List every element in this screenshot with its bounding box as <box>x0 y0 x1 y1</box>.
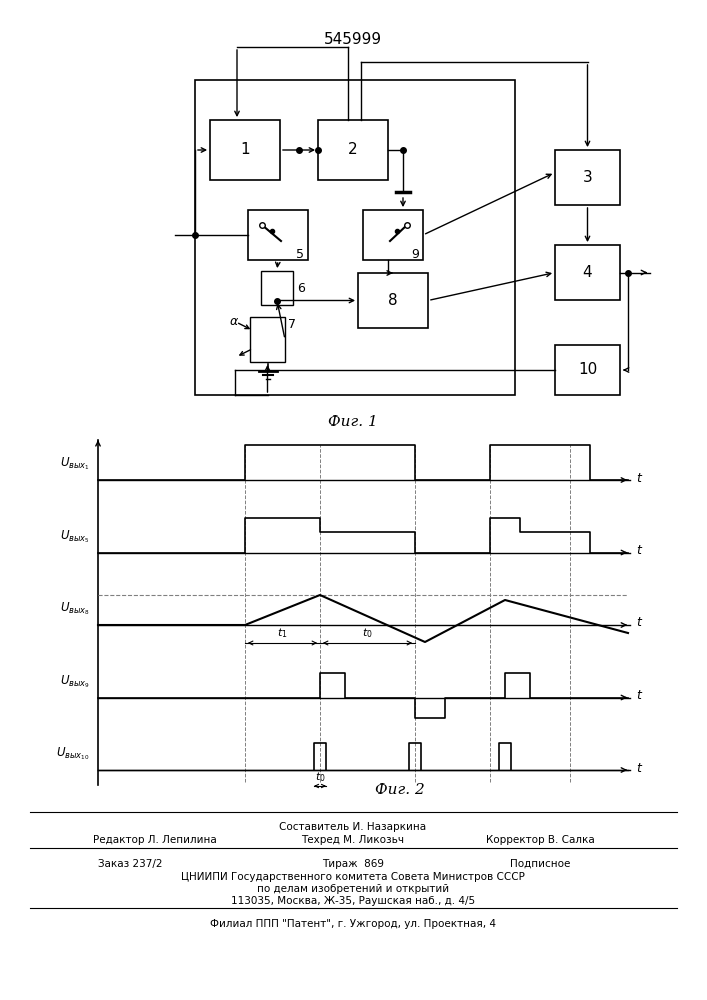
Text: 2: 2 <box>348 142 358 157</box>
Text: 1: 1 <box>240 142 250 157</box>
Text: Тираж  869: Тираж 869 <box>322 859 384 869</box>
Bar <box>195 80 515 395</box>
Text: $t_0$: $t_0$ <box>362 626 373 640</box>
Bar <box>248 210 308 260</box>
Text: Подписное: Подписное <box>510 859 570 869</box>
Text: по делам изобретений и открытий: по делам изобретений и открытий <box>257 884 449 894</box>
Bar <box>250 317 285 362</box>
Text: 4: 4 <box>583 265 592 280</box>
Text: α: α <box>230 315 238 328</box>
Text: Составитель И. Назаркина: Составитель И. Назаркина <box>279 822 426 832</box>
Text: $U_{\mathit{вых}_5}$: $U_{\mathit{вых}_5}$ <box>60 528 90 544</box>
Text: $t_0$: $t_0$ <box>315 770 325 784</box>
Bar <box>555 245 620 300</box>
Text: 6: 6 <box>297 282 305 294</box>
Text: Филиал ППП "Патент", г. Ужгород, ул. Проектная, 4: Филиал ППП "Патент", г. Ужгород, ул. Про… <box>210 919 496 929</box>
Text: 3: 3 <box>583 170 592 185</box>
Text: Фиг. 1: Фиг. 1 <box>328 415 378 429</box>
Text: 7: 7 <box>288 318 296 332</box>
Text: t: t <box>636 689 641 702</box>
Text: Корректор В. Салка: Корректор В. Салка <box>486 835 595 845</box>
Bar <box>318 120 388 180</box>
Text: t: t <box>636 762 641 774</box>
Bar <box>555 150 620 205</box>
Bar <box>555 345 620 395</box>
Text: 10: 10 <box>578 362 597 377</box>
Text: 9: 9 <box>411 247 419 260</box>
Text: Фиг. 2: Фиг. 2 <box>375 783 425 797</box>
Text: 8: 8 <box>388 293 398 308</box>
Text: t: t <box>636 472 641 485</box>
Text: $U_{\mathit{вых}_9}$: $U_{\mathit{вых}_9}$ <box>60 673 90 690</box>
Bar <box>261 271 293 305</box>
Text: 5: 5 <box>296 247 304 260</box>
Bar <box>210 120 280 180</box>
Text: 113035, Москва, Ж-35, Раушская наб., д. 4/5: 113035, Москва, Ж-35, Раушская наб., д. … <box>231 896 475 906</box>
Text: Техред М. Ликозьч: Техред М. Ликозьч <box>301 835 404 845</box>
Text: Заказ 237/2: Заказ 237/2 <box>98 859 162 869</box>
Text: t: t <box>636 616 641 630</box>
Text: 545999: 545999 <box>324 32 382 47</box>
Text: $U_{\mathit{вых}_8}$: $U_{\mathit{вых}_8}$ <box>60 600 90 617</box>
Text: $U_{\mathit{вых}_1}$: $U_{\mathit{вых}_1}$ <box>60 455 90 472</box>
Text: $U_{\mathit{вых}_{10}}$: $U_{\mathit{вых}_{10}}$ <box>57 745 90 762</box>
Text: $t_1$: $t_1$ <box>277 626 288 640</box>
Bar <box>358 273 428 328</box>
Text: ЦНИИПИ Государственного комитета Совета Министров СССР: ЦНИИПИ Государственного комитета Совета … <box>181 872 525 882</box>
Text: Редактор Л. Лепилина: Редактор Л. Лепилина <box>93 835 217 845</box>
Text: t: t <box>636 544 641 557</box>
Bar <box>363 210 423 260</box>
